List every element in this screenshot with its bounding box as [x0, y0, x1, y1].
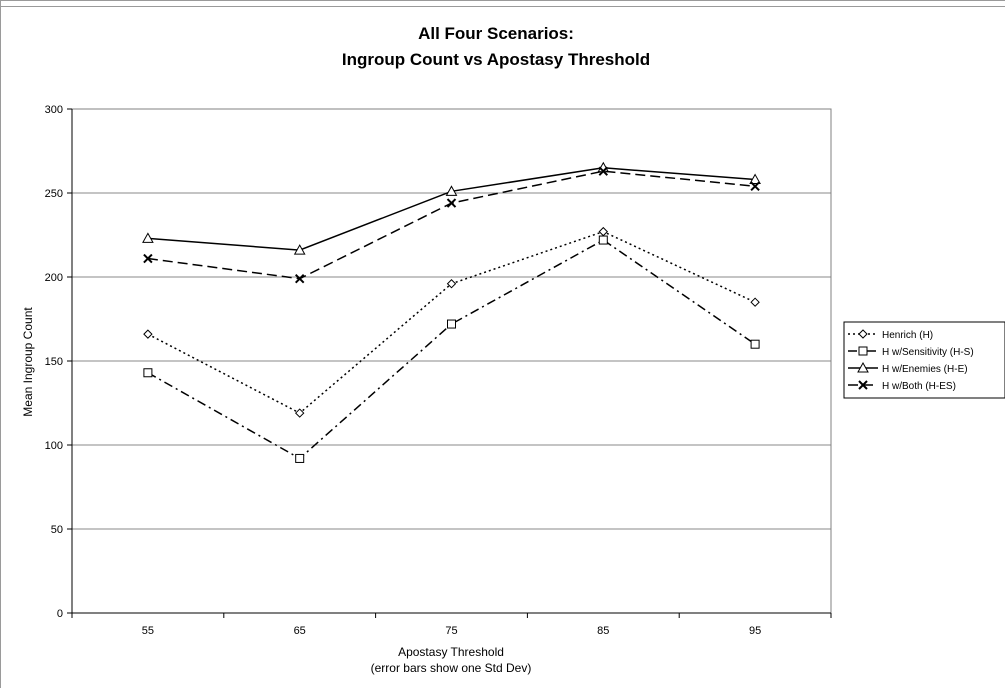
legend-item: H w/Both (H-ES)	[848, 380, 956, 392]
x-axis-sublabel: (error bars show one Std Dev)	[371, 661, 532, 675]
series-2	[143, 235, 760, 463]
legend-marker	[858, 329, 868, 339]
y-tick-label: 250	[45, 188, 63, 200]
data-point	[142, 232, 154, 243]
chart-title-line2: Ingroup Count vs Apostasy Threshold	[342, 50, 650, 69]
legend-label: H w/Sensitivity (H-S)	[882, 347, 974, 358]
y-tick-label: 200	[45, 272, 63, 284]
data-point	[598, 166, 609, 176]
marker-stroke	[143, 253, 153, 264]
chart-title-line1: All Four Scenarios:	[418, 24, 574, 43]
legend-label: Henrich (H)	[882, 330, 933, 341]
x-tick-label: 65	[294, 625, 306, 637]
data-point	[293, 244, 306, 255]
data-point	[447, 319, 456, 329]
marker-stroke	[750, 181, 760, 191]
data-point	[295, 453, 305, 463]
marker-stroke	[446, 198, 457, 208]
data-point	[294, 408, 305, 418]
data-point	[598, 235, 608, 245]
data-point	[446, 198, 457, 208]
data-point	[750, 181, 760, 191]
data-point	[446, 279, 457, 289]
y-tick-label: 0	[57, 608, 63, 620]
data-point	[143, 253, 153, 264]
legend-marker	[858, 380, 868, 390]
data-point	[750, 339, 760, 349]
data-point	[294, 273, 305, 284]
legend-marker	[858, 346, 868, 356]
x-axis-label: Apostasy Threshold	[398, 645, 504, 659]
data-point	[445, 185, 458, 196]
y-tick-label: 50	[51, 524, 63, 536]
marker-stroke	[858, 380, 868, 390]
legend-label: H w/Both (H-ES)	[882, 381, 956, 392]
x-tick-label: 85	[597, 625, 609, 637]
legend-marker	[857, 361, 869, 373]
y-tick-label: 100	[45, 440, 63, 452]
series-1	[143, 226, 760, 418]
y-axis-label: Mean Ingroup Count	[21, 307, 35, 417]
x-tick-label: 95	[749, 625, 761, 637]
legend-label: H w/Enemies (H-E)	[882, 364, 968, 375]
data-point	[750, 297, 760, 307]
series-line	[147, 239, 756, 460]
data-point	[143, 329, 153, 339]
y-tick-label: 150	[45, 356, 63, 368]
marker-stroke	[598, 166, 609, 176]
legend-item: H w/Enemies (H-E)	[848, 361, 968, 375]
legend-item: H w/Sensitivity (H-S)	[848, 346, 974, 358]
plot-area: 0 50 100 150 200 250 300 55 65 75 85 95	[45, 104, 832, 637]
legend: Henrich (H) H w/Sensitivity (H-S) H w/Enem…	[843, 321, 1005, 399]
data-point	[749, 173, 761, 185]
x-tick-label: 55	[142, 625, 154, 637]
marker-stroke	[294, 273, 305, 284]
y-tick-label: 300	[45, 104, 63, 116]
legend-item: Henrich (H)	[848, 329, 933, 341]
series-4	[143, 166, 760, 284]
data-point	[143, 368, 153, 378]
x-tick-label: 75	[445, 625, 457, 637]
